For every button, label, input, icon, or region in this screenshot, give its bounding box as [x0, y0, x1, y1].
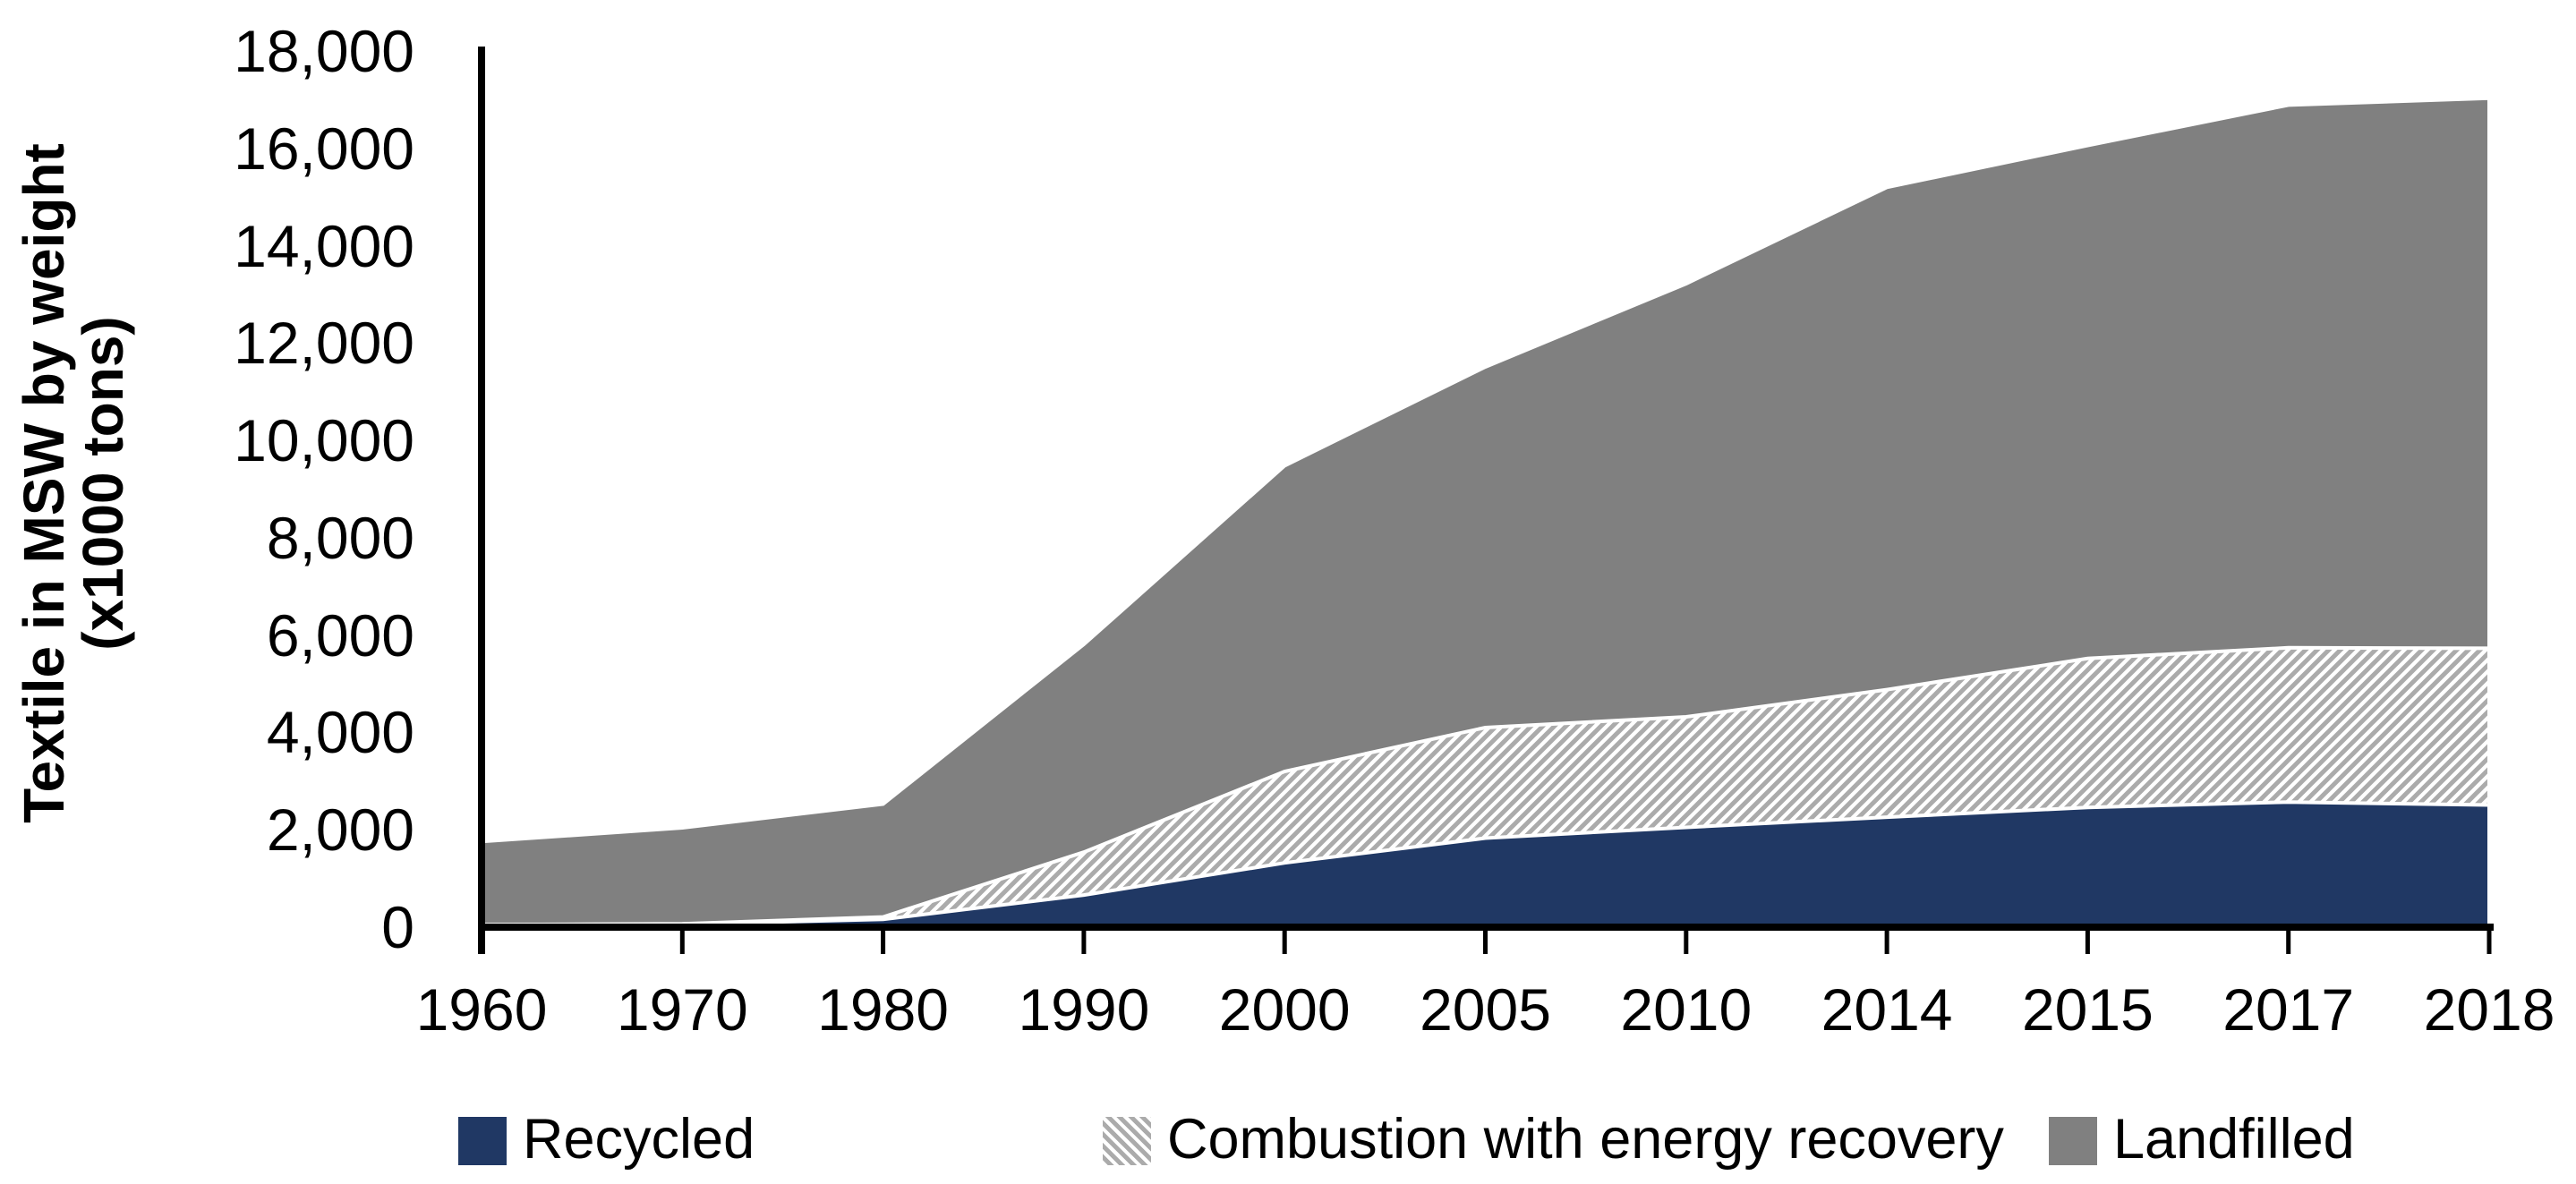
x-tick-label: 2015	[2021, 976, 2154, 1043]
legend-swatch-icon	[2049, 1117, 2097, 1165]
x-tick-label: 1960	[415, 976, 548, 1043]
x-tick-label: 2000	[1218, 976, 1351, 1043]
legend-label: Landfilled	[2113, 1108, 2355, 1171]
y-axis-title-line1: Textile in MSW by weight	[12, 143, 76, 823]
legend-label: Combustion with energy recovery	[1167, 1108, 2004, 1171]
y-tick-label: 6,000	[266, 601, 414, 669]
x-tick-label: 2017	[2222, 976, 2355, 1043]
y-tick-label: 0	[381, 894, 414, 960]
area-recycled	[480, 800, 2491, 929]
x-tick-label: 2010	[1620, 976, 1753, 1043]
x-tick-label: 1990	[1018, 976, 1150, 1043]
y-tick-label: 10,000	[234, 407, 414, 474]
y-tick-label: 4,000	[266, 699, 414, 766]
y-tick-label: 18,000	[234, 18, 414, 84]
x-tick-label: 2018	[2423, 976, 2555, 1043]
x-tick-label: 1970	[616, 976, 748, 1043]
x-tick-label: 2005	[1420, 976, 1551, 1043]
x-tick-label: 2014	[1821, 976, 1953, 1043]
y-tick-label: 16,000	[234, 115, 414, 182]
legend-swatch-icon	[458, 1117, 507, 1165]
legend-label: Recycled	[523, 1108, 755, 1171]
y-tick-label: 2,000	[266, 796, 414, 864]
y-tick-label: 14,000	[234, 212, 414, 279]
y-tick-label: 12,000	[234, 310, 414, 377]
y-axis-title-line2: (x1000 tons)	[71, 316, 135, 651]
x-tick-label: 1980	[817, 976, 949, 1043]
y-tick-label: 8,000	[266, 504, 414, 571]
y-axis-title: Textile in MSW by weight (x1000 tons)	[12, 143, 135, 823]
legend-swatch-icon	[1103, 1117, 1151, 1165]
